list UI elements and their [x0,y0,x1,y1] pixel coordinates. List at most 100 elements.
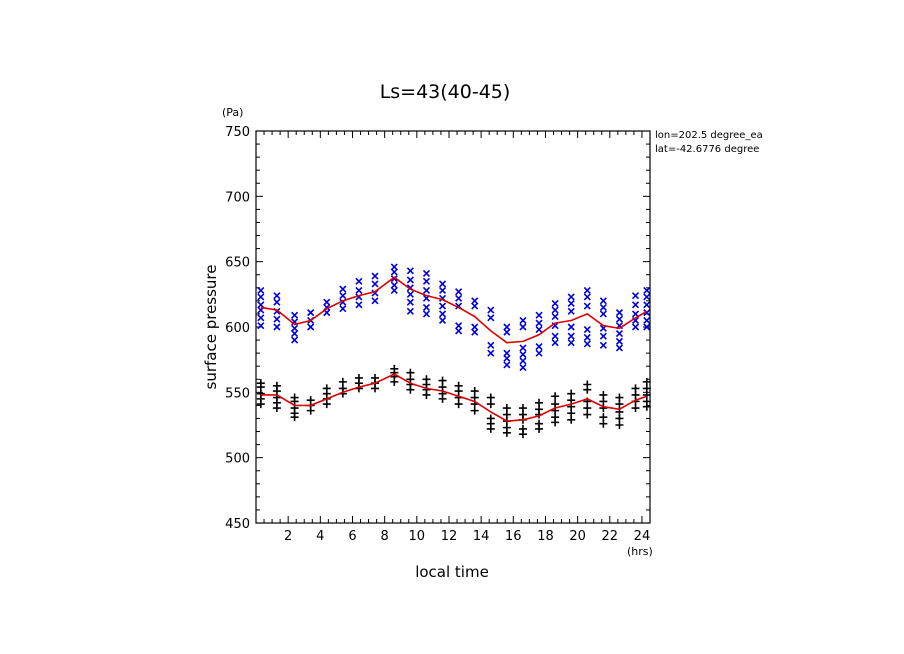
x-marker-point [257,314,265,322]
x-marker-point [519,350,527,359]
x-tick-label: 6 [348,529,356,544]
plus-marker-point [551,418,560,427]
x-marker-point [371,297,379,305]
plus-marker-point [486,424,495,433]
plus-marker-point [583,385,592,394]
x-unit-label: (hrs) [627,545,653,558]
plus-marker-point [615,400,624,409]
x-marker-point [583,340,591,348]
x-marker-point [422,277,431,285]
x-tick-label: 10 [409,529,426,544]
x-marker-point [567,299,575,308]
x-marker-point [599,303,607,311]
x-marker-point [599,332,607,340]
x-marker-point [643,309,651,317]
x-marker-point [438,280,447,288]
x-marker-point [307,309,315,317]
x-marker-point [422,269,431,277]
plus-marker-point [390,377,399,386]
plus-marker-point [615,421,624,429]
x-marker-point [583,333,591,342]
x-marker-point [257,286,265,294]
x-marker-point [519,316,527,325]
x-marker-point [455,294,463,302]
x-marker-point [273,292,281,300]
x-marker-point [390,268,398,276]
longitude-annotation: lon=202.5 degree_ea [655,130,763,141]
x-marker-point [355,301,363,309]
x-marker-point [422,303,431,311]
y-axis-label: surface pressure [202,265,220,390]
x-marker-point [503,328,511,336]
x-marker-point [406,307,414,315]
x-marker-point [615,344,624,352]
x-marker-point [551,339,559,347]
x-marker-point [291,324,299,332]
x-marker-point [471,323,479,331]
x-tick-label: 12 [441,529,458,544]
x-marker-point [257,301,265,309]
plus-marker-point [454,400,463,409]
x-marker-point [567,323,575,331]
y-tick-label: 700 [225,190,250,205]
plus-marker-point [518,430,527,439]
latitude-annotation: lat=-42.6776 degree [655,144,759,155]
x-marker-point [371,280,379,288]
x-marker-point [323,298,331,306]
x-tick-label: 22 [602,529,619,544]
mean-line [260,373,648,422]
x-marker-point [583,293,591,301]
plus-marker-point [406,385,415,394]
x-marker-point [551,312,559,321]
x-marker-point [471,328,479,336]
plus-marker-point [502,428,511,437]
y-unit-label: (Pa) [222,106,243,119]
x-marker-point [519,357,527,365]
x-marker-point [643,293,651,301]
x-marker-point [615,329,624,338]
x-marker-point [615,315,624,323]
mean-line [260,276,648,344]
x-marker-point [631,323,640,331]
x-marker-point [643,316,651,325]
plus-marker-point [371,384,380,393]
x-tick-label: 8 [381,529,389,544]
x-marker-point [339,305,347,313]
x-marker-point [551,299,559,308]
y-tick-label: 650 [225,256,250,271]
plus-marker-point [438,394,447,403]
x-marker-point [599,297,607,305]
x-marker-point [567,293,575,301]
x-marker-point [438,310,447,318]
x-marker-point [535,319,543,327]
x-tick-label: 2 [284,529,292,544]
x-marker-point [583,326,591,334]
x-tick-label: 16 [505,529,522,544]
x-marker-point [257,322,265,330]
x-marker-point [390,286,398,294]
x-marker-point [487,306,495,314]
x-marker-point [599,310,607,318]
x-marker-point [643,286,651,294]
x-marker-point [455,288,463,296]
plus-marker-point [290,413,299,422]
plot-frame [255,130,651,524]
x-marker-point [503,323,511,331]
x-marker-point [390,263,398,271]
x-marker-point [339,292,347,300]
plus-marker-point [599,419,608,428]
y-tick-label: 550 [225,386,250,401]
x-marker-point [307,323,315,331]
plus-marker-point [256,400,265,409]
x-marker-point [406,290,414,298]
x-marker-point [422,286,431,294]
x-marker-point [567,339,575,347]
x-marker-point [503,361,511,369]
x-tick-label: 14 [473,529,490,544]
x-marker-point [291,311,299,319]
x-tick-label: 24 [634,529,651,544]
x-marker-point [455,327,463,335]
x-marker-point [438,302,447,310]
x-marker-point [273,298,281,306]
x-marker-point [291,336,299,344]
